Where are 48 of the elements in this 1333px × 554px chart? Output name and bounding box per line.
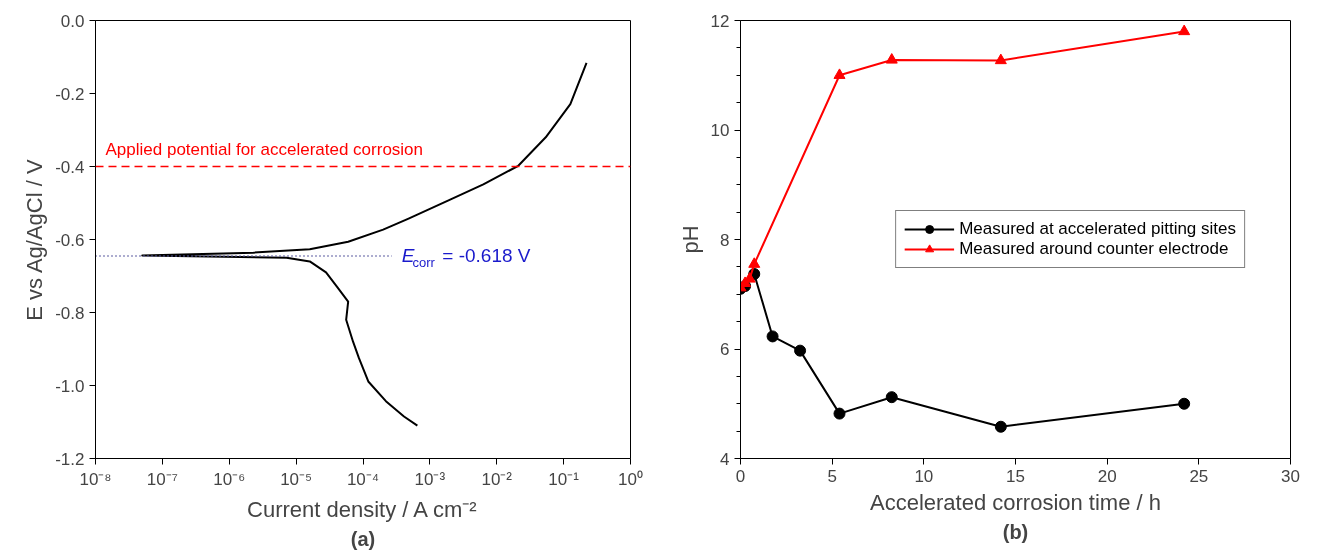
x-tick-label: 25: [1189, 466, 1209, 486]
text: (b): [1002, 520, 1029, 543]
x-tick-label: 5: [827, 466, 837, 486]
x-tick-label: 10⁻⁷: [146, 469, 178, 489]
ref-line-label: Applied potential for accelerated corrosion: [105, 139, 424, 159]
y-tick-label: -1.0: [55, 376, 85, 396]
x-tick-label: 10⁻⁵: [280, 469, 313, 489]
x-tick-label: 10⁰: [618, 469, 643, 489]
point: [833, 68, 846, 79]
x-tick-label: 10⁻³: [414, 469, 446, 489]
point: [833, 407, 846, 420]
x-tick-label: 0: [735, 466, 746, 486]
y-tick-label: 12: [710, 11, 730, 31]
y-tick-label: -1.2: [55, 449, 85, 469]
x-tick-label: 20: [1097, 466, 1117, 486]
point: [994, 420, 1007, 433]
y-tick-label: 0.0: [60, 11, 85, 31]
x-tick-label: 10⁻⁶: [213, 469, 246, 489]
x-tick-label: 10⁻⁴: [346, 469, 380, 489]
point: [1178, 397, 1191, 410]
y-tick-label: 8: [720, 230, 730, 250]
x-tick-label: 10⁻¹: [548, 469, 580, 489]
point: [1178, 24, 1191, 36]
y-axis-title: pH: [677, 225, 703, 254]
text: (a): [350, 527, 376, 550]
y-tick-label: -0.6: [55, 230, 85, 250]
point: [885, 391, 898, 404]
y-tick-label: 4: [720, 449, 730, 469]
y-tick-label: 6: [720, 340, 730, 359]
point: [766, 330, 779, 343]
x-axis-title: Current density / A cm⁻²: [247, 496, 477, 522]
x-axis-title: Accelerated corrosion time / h: [869, 489, 1162, 515]
x-tick-label: 30: [1281, 466, 1300, 486]
x-tick-label: 10⁻⁸: [79, 469, 112, 489]
point: [748, 257, 761, 268]
legend-label: Measured at accelerated pitting sites: [959, 219, 1236, 239]
y-tick-label: -0.4: [55, 157, 85, 177]
point: [885, 53, 898, 64]
y-tick-label: -0.8: [55, 303, 85, 323]
point: [794, 344, 807, 357]
legend-label: Measured around counter electrode: [959, 239, 1229, 259]
x-tick-label: 15: [1006, 466, 1025, 486]
x-tick-label: 10⁻²: [481, 469, 513, 489]
point: [994, 53, 1007, 65]
y-tick-label: 10: [710, 121, 730, 140]
x-tick-label: 10: [914, 466, 934, 486]
y-axis-title: E vs Ag/AgCl / V: [22, 159, 48, 321]
y-tick-label: -0.2: [55, 84, 85, 104]
